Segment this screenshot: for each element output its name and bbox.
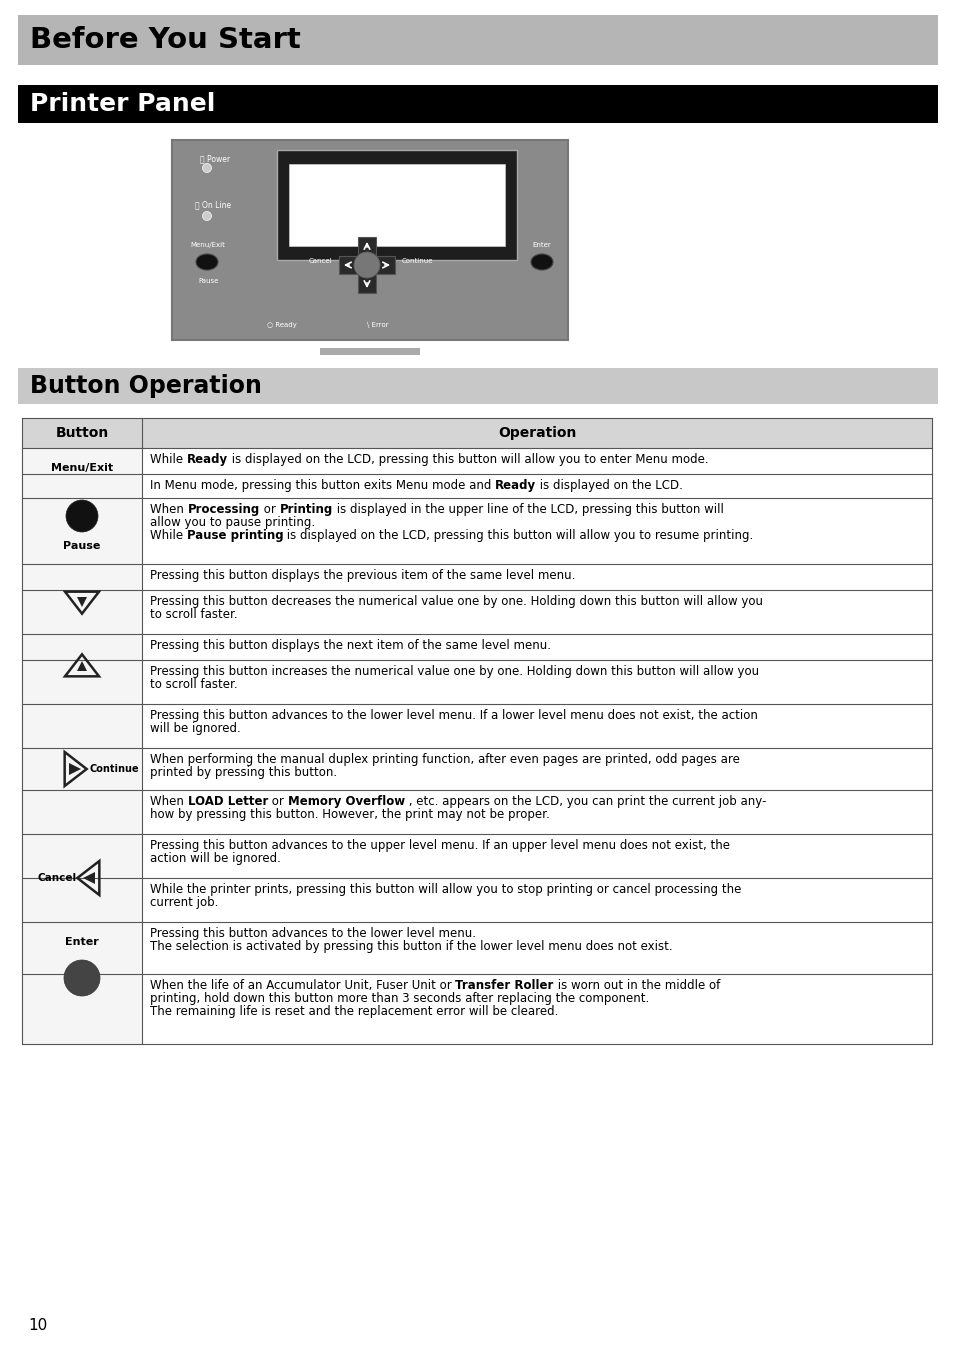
Circle shape [66,500,98,532]
Text: While: While [150,528,187,542]
Text: Transfer Roller: Transfer Roller [455,979,554,993]
Text: to scroll faster.: to scroll faster. [150,678,237,692]
Text: ⓘ Power: ⓘ Power [200,154,230,163]
Bar [22,417,931,449]
Text: Pressing this button advances to the lower level menu.: Pressing this button advances to the low… [150,927,476,940]
Bar [22,449,142,563]
Text: The selection is activated by pressing this button if the lower level menu does : The selection is activated by pressing t… [150,940,672,952]
Text: While the printer prints, pressing this button will allow you to stop printing o: While the printer prints, pressing this … [150,884,740,896]
Bar [319,349,419,355]
Text: LOAD Letter: LOAD Letter [188,796,268,808]
Text: action will be ignored.: action will be ignored. [150,852,280,865]
Text: When: When [150,504,188,516]
Bar [276,150,517,259]
Text: In Menu mode, pressing this button exits Menu mode and: In Menu mode, pressing this button exits… [150,480,495,492]
Text: Continue: Continue [90,765,139,774]
Bar [22,704,142,834]
Text: Button Operation: Button Operation [30,374,262,399]
Text: Operation: Operation [497,426,576,440]
Text: Printer Panel: Printer Panel [30,92,215,116]
Polygon shape [83,871,95,884]
Text: is displayed on the LCD, pressing this button will allow you to enter Menu mode.: is displayed on the LCD, pressing this b… [228,454,708,466]
Text: When the life of an Accumulator Unit, Fuser Unit or: When the life of an Accumulator Unit, Fu… [150,979,455,993]
Text: is worn out in the middle of: is worn out in the middle of [554,979,720,993]
Text: Pause: Pause [63,540,101,551]
Text: Ready: Ready [187,454,228,466]
Text: printed by pressing this button.: printed by pressing this button. [150,766,336,780]
Text: \ Error: \ Error [367,322,388,328]
Text: Cancel: Cancel [38,873,77,884]
Text: Menu/Exit: Menu/Exit [190,242,225,249]
Circle shape [64,961,100,996]
Circle shape [202,212,212,220]
Text: or: or [268,796,287,808]
Bar [22,563,142,634]
Text: Enter: Enter [65,938,99,947]
Text: Memory Overflow: Memory Overflow [287,796,404,808]
Text: The remaining life is reset and the replacement error will be cleared.: The remaining life is reset and the repl… [150,1005,558,1017]
Text: Pressing this button displays the next item of the same level menu.: Pressing this button displays the next i… [150,639,551,653]
Text: Pressing this button advances to the lower level menu. If a lower level menu doe: Pressing this button advances to the low… [150,709,757,723]
Text: Enter: Enter [532,242,550,249]
Text: to scroll faster.: to scroll faster. [150,608,237,621]
Text: While: While [150,454,187,466]
Text: will be ignored.: will be ignored. [150,721,240,735]
Bar [18,85,937,123]
Text: 10: 10 [28,1317,48,1332]
Text: Pause: Pause [198,278,218,284]
Polygon shape [77,661,87,671]
Text: Pressing this button increases the numerical value one by one. Holding down this: Pressing this button increases the numer… [150,665,759,678]
Text: Button: Button [55,426,109,440]
Circle shape [202,163,212,173]
Text: Before You Start: Before You Start [30,26,300,54]
Text: allow you to pause printing.: allow you to pause printing. [150,516,314,530]
Text: , etc. appears on the LCD, you can print the current job any-: , etc. appears on the LCD, you can print… [404,796,765,808]
Text: ○ Ready: ○ Ready [267,322,296,328]
Circle shape [354,253,379,278]
Text: Printing: Printing [279,504,333,516]
Bar [172,141,567,340]
Bar [289,163,504,246]
Text: is displayed on the LCD.: is displayed on the LCD. [536,480,682,492]
Text: how by pressing this button. However, the print may not be proper.: how by pressing this button. However, th… [150,808,549,821]
Ellipse shape [531,254,553,270]
Bar [22,634,142,704]
Text: Pressing this button decreases the numerical value one by one. Holding down this: Pressing this button decreases the numer… [150,596,762,608]
Text: When: When [150,796,188,808]
Text: Pressing this button displays the previous item of the same level menu.: Pressing this button displays the previo… [150,569,575,582]
Text: Cancel: Cancel [308,258,332,263]
Polygon shape [69,763,81,775]
Text: or: or [259,504,279,516]
Text: Processing: Processing [188,504,259,516]
Circle shape [354,253,379,278]
Text: ⎙ On Line: ⎙ On Line [194,200,231,209]
Polygon shape [77,597,87,607]
Bar [22,921,142,1044]
Bar [18,367,937,404]
Text: Pressing this button advances to the upper level menu. If an upper level menu do: Pressing this button advances to the upp… [150,839,729,852]
Bar [22,834,142,921]
Text: Pause printing: Pause printing [187,528,283,542]
Text: is displayed on the LCD, pressing this button will allow you to resume printing.: is displayed on the LCD, pressing this b… [283,528,753,542]
Polygon shape [338,236,395,293]
Bar [18,15,937,65]
Text: Continue: Continue [401,258,433,263]
Text: When performing the manual duplex printing function, after even pages are printe: When performing the manual duplex printi… [150,754,740,766]
Text: Menu/Exit: Menu/Exit [51,463,113,473]
Text: Ready: Ready [495,480,536,492]
Text: current job.: current job. [150,896,218,909]
Text: printing, hold down this button more than 3 seconds after replacing the componen: printing, hold down this button more tha… [150,992,649,1005]
Ellipse shape [195,254,218,270]
Text: is displayed in the upper line of the LCD, pressing this button will: is displayed in the upper line of the LC… [333,504,723,516]
